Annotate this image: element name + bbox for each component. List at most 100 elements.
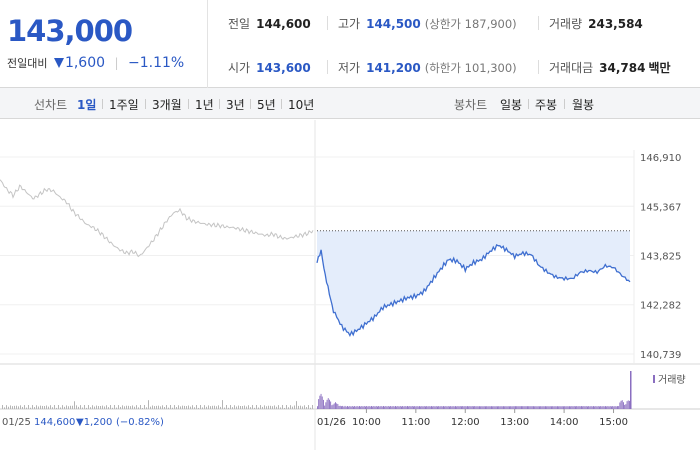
volume-bar <box>38 406 39 409</box>
volume-bar <box>378 406 380 409</box>
volume-bar <box>208 405 209 409</box>
volume-bar <box>32 405 33 409</box>
volume-bar <box>130 406 131 409</box>
volume-bar <box>52 407 53 409</box>
period-1d[interactable]: 1일 <box>77 98 97 112</box>
volume-bar <box>505 406 507 409</box>
volume-bar <box>68 406 69 409</box>
volume-bar <box>474 406 476 409</box>
volume-bar <box>342 405 344 409</box>
volume-bar <box>214 405 215 409</box>
period-1w[interactable]: 1주일 <box>109 98 139 112</box>
candle-weekly[interactable]: 주봉 <box>535 98 558 112</box>
volume-bar <box>160 406 161 409</box>
volume-bar <box>375 406 377 409</box>
volume-bar <box>114 405 115 409</box>
volume-bar <box>575 406 576 409</box>
volume-bar <box>84 405 85 409</box>
volume-bar <box>368 406 370 409</box>
volume-bar <box>319 395 321 409</box>
volume-legend: 거래량 <box>658 374 686 386</box>
volume-bar <box>450 406 452 409</box>
volume-bar <box>390 406 392 409</box>
volume-bar <box>531 406 533 409</box>
divider <box>528 99 529 109</box>
prev-day-close: 144,600 <box>34 417 75 428</box>
volume-bar <box>605 406 606 409</box>
volume-bar <box>244 405 245 409</box>
candle-daily[interactable]: 일봉 <box>500 98 523 112</box>
volume-bar <box>587 406 588 409</box>
volume-bar <box>534 406 536 409</box>
volume-bar <box>359 406 360 409</box>
volume-bar <box>563 406 564 409</box>
volume-bar <box>570 406 572 409</box>
stat-low: 저가 141,200 (하한가 101,300) <box>338 59 517 76</box>
volume-bar <box>518 406 520 409</box>
period-1y[interactable]: 1년 <box>195 98 214 112</box>
y-tick-label: 142,282 <box>640 301 681 312</box>
volume-bar <box>557 406 558 409</box>
volume-bar <box>290 405 291 409</box>
volume-bar <box>467 406 468 409</box>
volume-bar <box>559 406 561 409</box>
volume-bar <box>468 406 470 409</box>
volume-bar <box>106 405 107 409</box>
volume-bar <box>404 406 406 409</box>
volume-bar <box>158 405 159 409</box>
volume-bar <box>332 404 334 409</box>
volume-bar <box>18 406 19 409</box>
volume-bar <box>178 405 179 409</box>
volume-bar <box>80 405 81 409</box>
volume-bar <box>561 406 563 409</box>
divider <box>102 99 103 109</box>
volume-bar <box>469 406 471 409</box>
period-10y[interactable]: 10년 <box>288 98 315 112</box>
stat-high: 고가 144,500 (상한가 187,900) <box>338 15 517 32</box>
volume-bar <box>624 404 626 409</box>
volume-bar <box>182 405 183 409</box>
volume-bar <box>345 406 347 409</box>
volume-bar <box>452 406 454 409</box>
volume-bar <box>429 406 431 409</box>
volume-bar <box>613 406 615 409</box>
stat-volume: 거래량 243,584 <box>549 15 643 32</box>
volume-bar <box>146 407 147 409</box>
y-tick-label: 140,739 <box>640 350 681 361</box>
stat-value: 243,584 <box>588 17 643 31</box>
volume-bar <box>399 406 401 409</box>
period-5y[interactable]: 5년 <box>257 98 276 112</box>
volume-bar <box>144 405 145 409</box>
volume-bar <box>507 406 509 409</box>
volume-bar <box>527 406 528 409</box>
volume-bar <box>582 406 584 409</box>
divider <box>219 99 220 109</box>
period-3m[interactable]: 3개월 <box>152 98 182 112</box>
volume-bar <box>606 406 608 409</box>
volume-bar <box>401 406 402 409</box>
volume-bar <box>327 398 329 409</box>
volume-bar <box>440 406 442 409</box>
volume-bar <box>176 407 177 409</box>
volume-bar <box>540 406 542 409</box>
volume-bar <box>627 400 629 409</box>
divider <box>145 99 146 109</box>
volume-bar <box>170 405 171 409</box>
volume-bar <box>349 406 351 409</box>
volume-bar <box>558 406 560 409</box>
divider <box>188 99 189 109</box>
volume-bar <box>380 406 382 409</box>
volume-bar <box>409 406 411 409</box>
candle-monthly[interactable]: 월봉 <box>572 98 595 112</box>
volume-bar <box>458 406 460 409</box>
volume-bar <box>596 406 598 409</box>
period-3y[interactable]: 3년 <box>226 98 245 112</box>
volume-bar <box>594 406 596 409</box>
x-tick-label: 11:00 <box>401 417 430 428</box>
volume-bar <box>312 405 313 409</box>
volume-bar <box>230 405 231 409</box>
stat-label: 거래대금 <box>549 61 594 75</box>
volume-bar <box>174 405 175 409</box>
volume-bar <box>22 406 23 409</box>
volume-bar <box>10 405 11 409</box>
